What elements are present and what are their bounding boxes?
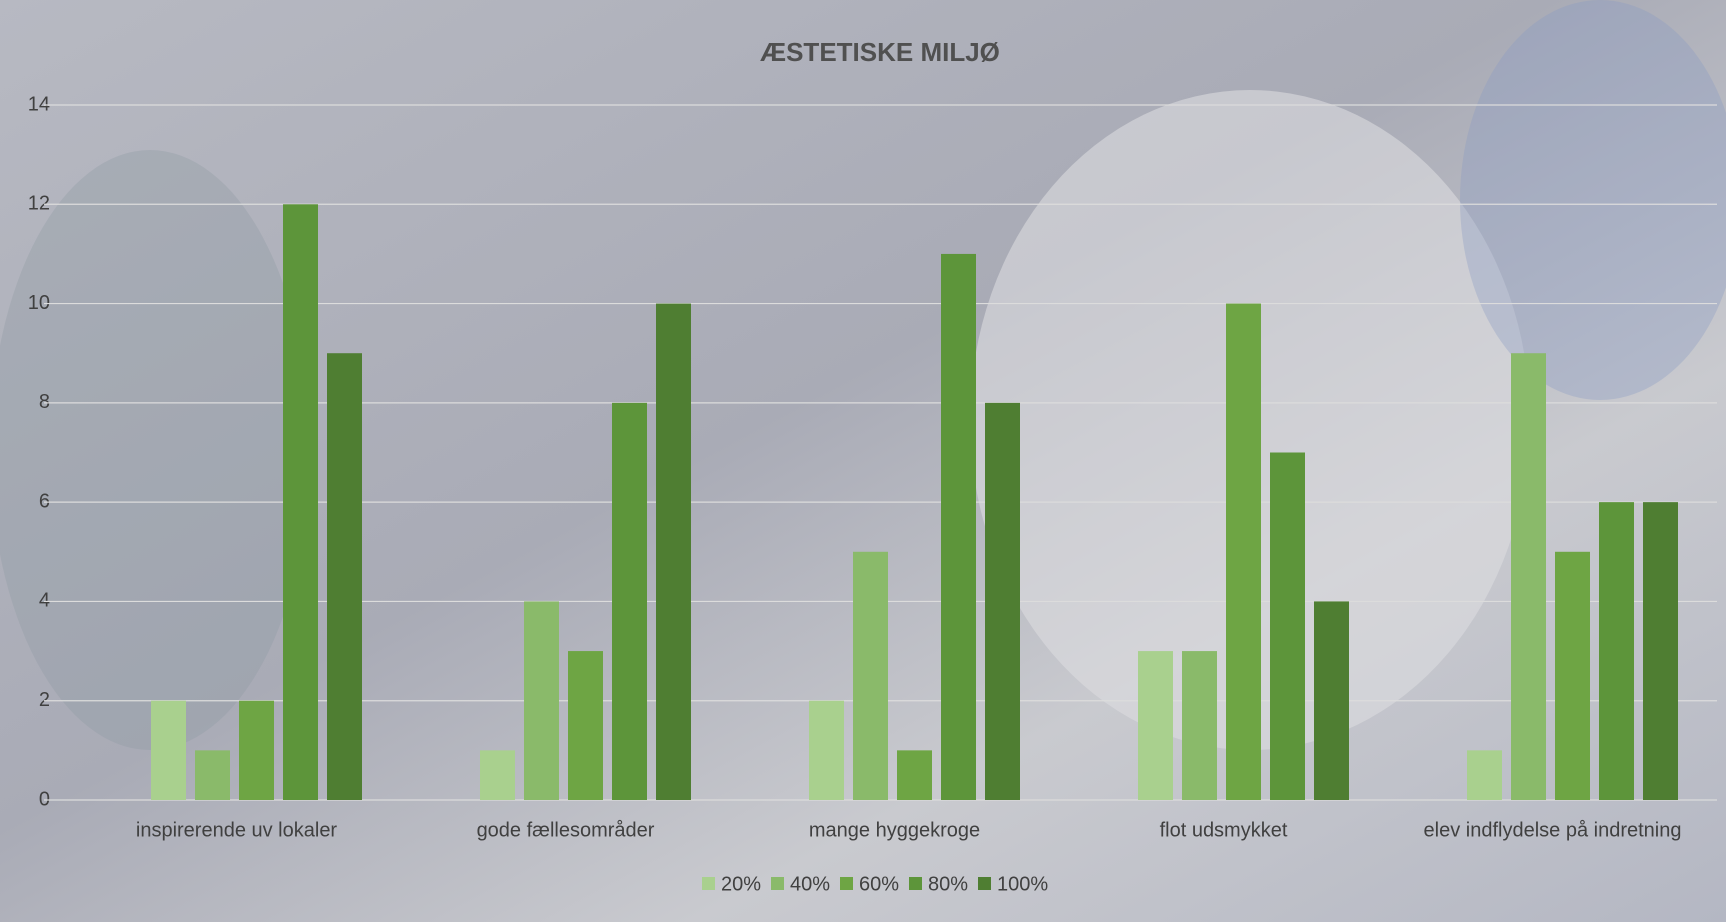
bar: [524, 601, 559, 800]
chart: ÆSTETISKE MILJØ 0 2 4 6 8 10 12 14 inspirerende …: [0, 0, 1726, 922]
x-tick-label: elev indflydelse på indretning: [1424, 819, 1682, 841]
x-tick-label: inspirerende uv lokaler: [136, 819, 338, 841]
y-tick-label: 10: [28, 292, 50, 314]
bar: [1226, 304, 1261, 800]
y-tick-label: 2: [39, 689, 50, 711]
bar: [195, 750, 230, 800]
bar: [853, 552, 888, 800]
legend-label: 20%: [721, 873, 761, 895]
legend-swatch: [771, 877, 784, 890]
legend-swatch: [702, 877, 715, 890]
x-tick-label: mange hyggekroge: [809, 819, 980, 841]
bar: [612, 403, 647, 800]
legend-label: 80%: [928, 873, 968, 895]
page: ÆSTETISKE MILJØ 0 2 4 6 8 10 12 14 inspirerende …: [0, 0, 1726, 922]
bar: [283, 204, 318, 800]
y-tick-label: 4: [39, 590, 50, 612]
bar: [1555, 552, 1590, 800]
bar: [568, 651, 603, 800]
bar: [1314, 601, 1349, 800]
bar: [985, 403, 1020, 800]
bar: [809, 701, 844, 800]
y-tick-label: 14: [28, 93, 50, 115]
bar: [327, 353, 362, 800]
legend-label: 100%: [997, 873, 1048, 895]
photo-shade: [0, 150, 310, 750]
bar: [1270, 453, 1305, 801]
bar: [480, 750, 515, 800]
bar: [151, 701, 186, 800]
y-tick-label: 12: [28, 193, 50, 215]
bar: [239, 701, 274, 800]
legend-swatch: [909, 877, 922, 890]
x-tick-label: flot udsmykket: [1160, 819, 1288, 841]
legend-label: 40%: [790, 873, 830, 895]
y-tick-label: 6: [39, 490, 50, 512]
y-tick-label: 8: [39, 391, 50, 413]
bar: [897, 750, 932, 800]
legend-label: 60%: [859, 873, 899, 895]
y-tick-label: 0: [39, 788, 50, 810]
chart-title: ÆSTETISKE MILJØ: [760, 37, 1000, 67]
bar: [1467, 750, 1502, 800]
legend-swatch: [840, 877, 853, 890]
bar: [1599, 502, 1634, 800]
bar: [1643, 502, 1678, 800]
bar: [1138, 651, 1173, 800]
x-tick-label: gode fællesområder: [477, 819, 655, 841]
legend-swatch: [978, 877, 991, 890]
bar: [656, 304, 691, 800]
bar: [1511, 353, 1546, 800]
bar: [941, 254, 976, 800]
bar: [1182, 651, 1217, 800]
